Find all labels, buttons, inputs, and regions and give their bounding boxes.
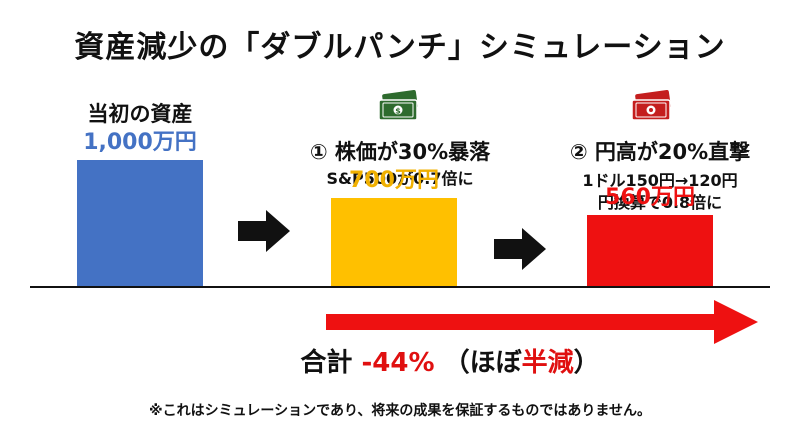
- total-summary: 合計 -44% （ほぼ半減）: [200, 342, 700, 379]
- decline-arrow-icon: [326, 296, 766, 352]
- total-prefix: 合計: [300, 348, 353, 378]
- dollar-bill-icon: $: [375, 89, 421, 126]
- page-title: 資産減少の「ダブルパンチ」シミュレーション: [74, 30, 726, 65]
- total-suffix-accent: 半減: [521, 348, 574, 378]
- step-1-heading: 当初の資産: [87, 102, 193, 126]
- bar-after-yen-appreciation: [587, 215, 713, 286]
- step-3-note-2: 円換算で0.8倍に: [597, 193, 723, 212]
- total-suffix-close: ）: [573, 348, 600, 378]
- yen-bill-icon: [628, 89, 674, 126]
- value-label-after-crash: 700万円: [349, 167, 439, 193]
- step-3-heading: ② 円高が20%直撃: [569, 140, 751, 164]
- total-percent: -44%: [361, 348, 435, 378]
- step-2-heading: ① 株価が30%暴落: [309, 140, 491, 164]
- disclaimer: ※これはシミュレーションであり、将来の成果を保証するものではありません。: [149, 403, 651, 419]
- bar-after-stock-crash: [331, 197, 457, 286]
- total-suffix-open: （ほぼ: [443, 348, 522, 378]
- value-label-after-yen: 560万円: [605, 185, 695, 211]
- chart-baseline: [30, 286, 770, 288]
- step-3-note-1: 1ドル150円→120円: [582, 171, 738, 190]
- bar-initial-assets: [77, 160, 203, 286]
- step-arrow-2-icon: [492, 226, 548, 276]
- value-label-initial: 1,000万円: [83, 130, 197, 155]
- svg-text:$: $: [395, 107, 401, 116]
- step-2-note-1: S&P500が0.7倍に: [326, 169, 474, 188]
- step-arrow-1-icon: [236, 208, 292, 258]
